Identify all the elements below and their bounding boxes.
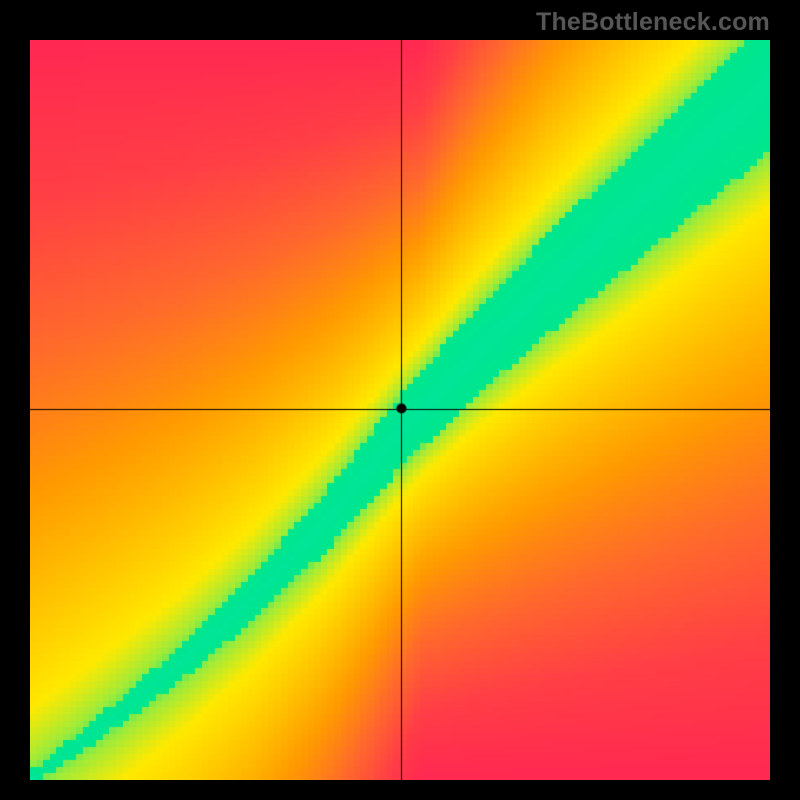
heatmap-canvas bbox=[30, 40, 770, 780]
watermark-text: TheBottleneck.com bbox=[536, 8, 770, 37]
chart-stage: { "watermark": { "text": "TheBottleneck.… bbox=[0, 0, 800, 800]
heatmap-plot bbox=[30, 40, 770, 780]
